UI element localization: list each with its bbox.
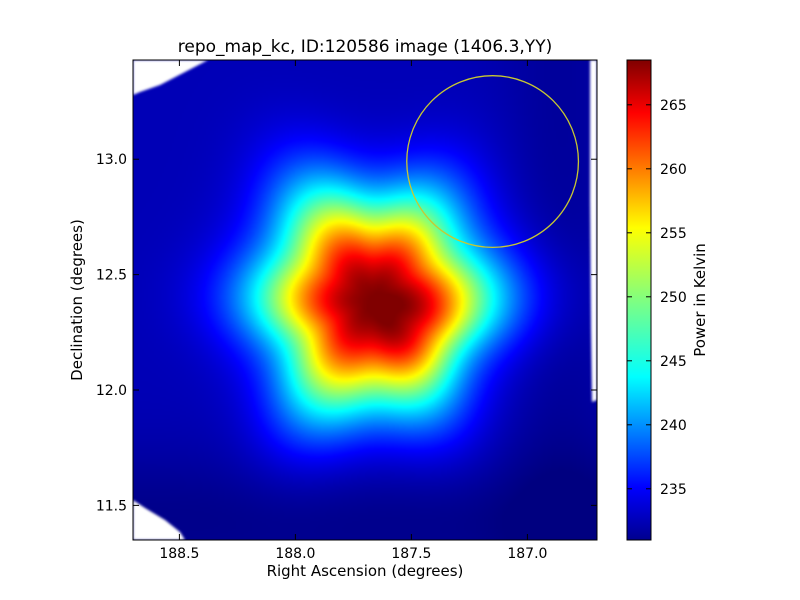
colorbar-label: Power in Kelvin	[691, 243, 709, 357]
colorbar-tick-label: 250	[660, 290, 687, 306]
masked-corners	[133, 60, 597, 540]
axes-frame	[132, 59, 598, 541]
x-axis-ticks: 188.5 188.0 187.5 187.0	[159, 60, 547, 562]
y-tick-label: 12.0	[96, 383, 127, 399]
x-tick-label: 188.0	[275, 546, 315, 562]
x-tick-label: 187.0	[507, 546, 547, 562]
masked-corner-top-left	[133, 60, 208, 95]
y-tick-label: 13.0	[96, 152, 127, 168]
heatmap-image	[133, 60, 597, 540]
masked-corner-right	[590, 60, 597, 402]
colorbar-tick-label: 260	[660, 162, 687, 178]
y-axis-label: Declination (degrees)	[68, 219, 86, 381]
colorbar-tick-label: 240	[660, 418, 687, 434]
colorbar-tick-label: 255	[660, 226, 687, 242]
beam-circle	[406, 75, 580, 249]
colorbar	[626, 59, 652, 541]
colorbar-tick-label: 235	[660, 482, 687, 498]
y-tick-label: 11.5	[96, 498, 127, 514]
chart-title: repo_map_kc, ID:120586 image (1406.3,YY)	[178, 37, 552, 57]
x-tick-label: 188.5	[159, 546, 199, 562]
colorbar-tick-label: 245	[660, 354, 687, 370]
x-axis-label: Right Ascension (degrees)	[267, 562, 464, 580]
x-tick-label: 187.5	[391, 546, 431, 562]
heatmap-area	[133, 60, 597, 540]
colorbar-ticks: 235 240 245 250 255 260 265	[627, 98, 687, 498]
masked-corner-bottom-left	[133, 500, 185, 540]
y-tick-label: 12.5	[96, 268, 127, 284]
y-axis-ticks: 11.5 12.0 12.5 13.0	[96, 152, 597, 514]
colorbar-tick-label: 265	[660, 98, 687, 114]
